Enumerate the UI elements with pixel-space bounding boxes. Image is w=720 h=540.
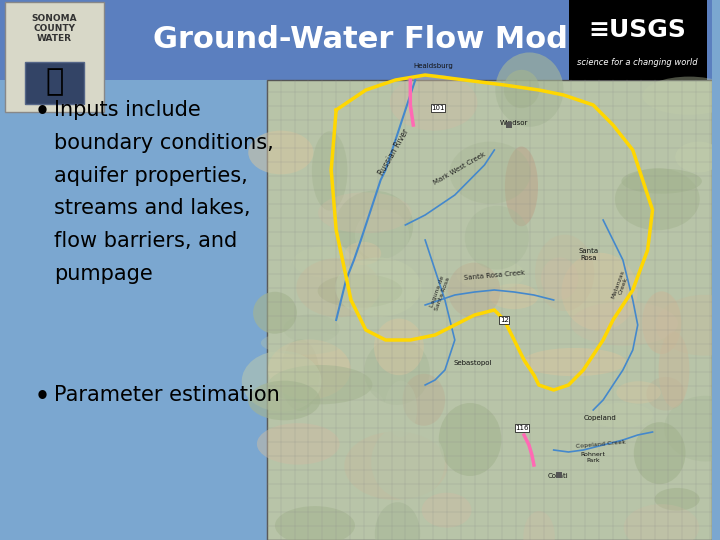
Ellipse shape <box>268 340 351 400</box>
Ellipse shape <box>438 403 501 476</box>
Ellipse shape <box>615 168 700 230</box>
Ellipse shape <box>336 191 413 261</box>
Bar <box>24 62 84 104</box>
Text: Mark West Creek: Mark West Creek <box>433 151 487 186</box>
Text: •: • <box>35 385 50 409</box>
Ellipse shape <box>562 253 637 330</box>
Ellipse shape <box>284 314 339 343</box>
Text: Santa
Rosa: Santa Rosa <box>578 248 598 261</box>
Ellipse shape <box>659 332 690 408</box>
Ellipse shape <box>422 492 472 528</box>
Ellipse shape <box>449 141 531 204</box>
Text: 101: 101 <box>431 105 445 111</box>
Text: Santa Rosa Creek: Santa Rosa Creek <box>464 269 525 281</box>
Ellipse shape <box>248 381 320 420</box>
Ellipse shape <box>312 131 348 211</box>
Ellipse shape <box>356 391 388 454</box>
Ellipse shape <box>675 141 720 172</box>
Ellipse shape <box>355 210 409 261</box>
Ellipse shape <box>465 206 529 269</box>
Ellipse shape <box>344 431 447 500</box>
Text: COUNTY: COUNTY <box>33 24 76 33</box>
Bar <box>0 80 712 540</box>
Ellipse shape <box>268 365 372 404</box>
Ellipse shape <box>261 331 345 355</box>
Ellipse shape <box>345 242 381 265</box>
Ellipse shape <box>456 259 525 291</box>
Ellipse shape <box>242 351 322 411</box>
Ellipse shape <box>384 381 417 437</box>
Ellipse shape <box>523 348 626 376</box>
Ellipse shape <box>275 506 355 540</box>
Text: Inputs include
boundary conditions,
aquifer properties,
streams and lakes,
flow : Inputs include boundary conditions, aqui… <box>55 100 274 284</box>
Text: Ground-Water Flow Model: Ground-Water Flow Model <box>153 25 599 55</box>
Ellipse shape <box>654 488 700 511</box>
Ellipse shape <box>293 246 365 278</box>
Ellipse shape <box>541 258 578 300</box>
Ellipse shape <box>402 374 445 426</box>
Ellipse shape <box>634 422 685 484</box>
Ellipse shape <box>336 258 421 317</box>
Ellipse shape <box>257 423 340 464</box>
Ellipse shape <box>318 192 412 233</box>
Text: Laguna de
Santa Rosa: Laguna de Santa Rosa <box>429 274 451 311</box>
Bar <box>5 2 104 112</box>
Ellipse shape <box>523 511 555 540</box>
Text: Parameter estimation: Parameter estimation <box>55 385 280 405</box>
Bar <box>0 0 712 80</box>
Ellipse shape <box>570 302 678 346</box>
Text: Healdsburg: Healdsburg <box>413 63 453 69</box>
Ellipse shape <box>448 262 500 318</box>
Bar <box>556 472 562 478</box>
Ellipse shape <box>297 258 381 317</box>
Text: Matanzas
Creek: Matanzas Creek <box>611 269 631 301</box>
Ellipse shape <box>248 131 313 174</box>
Ellipse shape <box>656 295 720 356</box>
Text: Sebastopol: Sebastopol <box>454 360 492 366</box>
Ellipse shape <box>375 502 420 540</box>
Bar <box>506 122 512 128</box>
Ellipse shape <box>318 274 402 308</box>
Ellipse shape <box>647 377 685 410</box>
Ellipse shape <box>588 403 653 428</box>
Text: Cotati: Cotati <box>547 473 568 479</box>
Text: SONOMA: SONOMA <box>32 14 77 23</box>
Text: Rohnert
Park: Rohnert Park <box>581 452 606 463</box>
Ellipse shape <box>616 381 661 403</box>
Ellipse shape <box>253 292 297 334</box>
Ellipse shape <box>490 284 539 309</box>
Ellipse shape <box>624 504 699 540</box>
Ellipse shape <box>504 70 539 108</box>
Text: Copeland Creek: Copeland Creek <box>576 440 626 449</box>
Ellipse shape <box>642 77 720 115</box>
Bar <box>569 0 707 80</box>
Ellipse shape <box>621 168 702 194</box>
Text: Windsor: Windsor <box>500 120 528 126</box>
Ellipse shape <box>505 146 538 226</box>
Text: 💧: 💧 <box>45 68 63 97</box>
Text: science for a changing world: science for a changing world <box>577 58 698 67</box>
Ellipse shape <box>664 396 720 462</box>
Ellipse shape <box>558 437 598 516</box>
Ellipse shape <box>364 338 430 405</box>
Ellipse shape <box>642 292 681 354</box>
Text: WATER: WATER <box>37 34 72 43</box>
Text: Copeland: Copeland <box>584 415 616 421</box>
Ellipse shape <box>281 339 319 411</box>
Ellipse shape <box>495 52 564 127</box>
Ellipse shape <box>374 319 424 375</box>
Ellipse shape <box>371 424 445 500</box>
Text: 12: 12 <box>500 317 509 323</box>
Text: ≡USGS: ≡USGS <box>589 18 687 42</box>
Text: 116: 116 <box>516 425 528 431</box>
Text: •: • <box>35 100 50 124</box>
Ellipse shape <box>535 235 594 311</box>
Bar <box>267 80 712 540</box>
Ellipse shape <box>390 75 477 131</box>
Text: Russian River: Russian River <box>377 127 410 177</box>
